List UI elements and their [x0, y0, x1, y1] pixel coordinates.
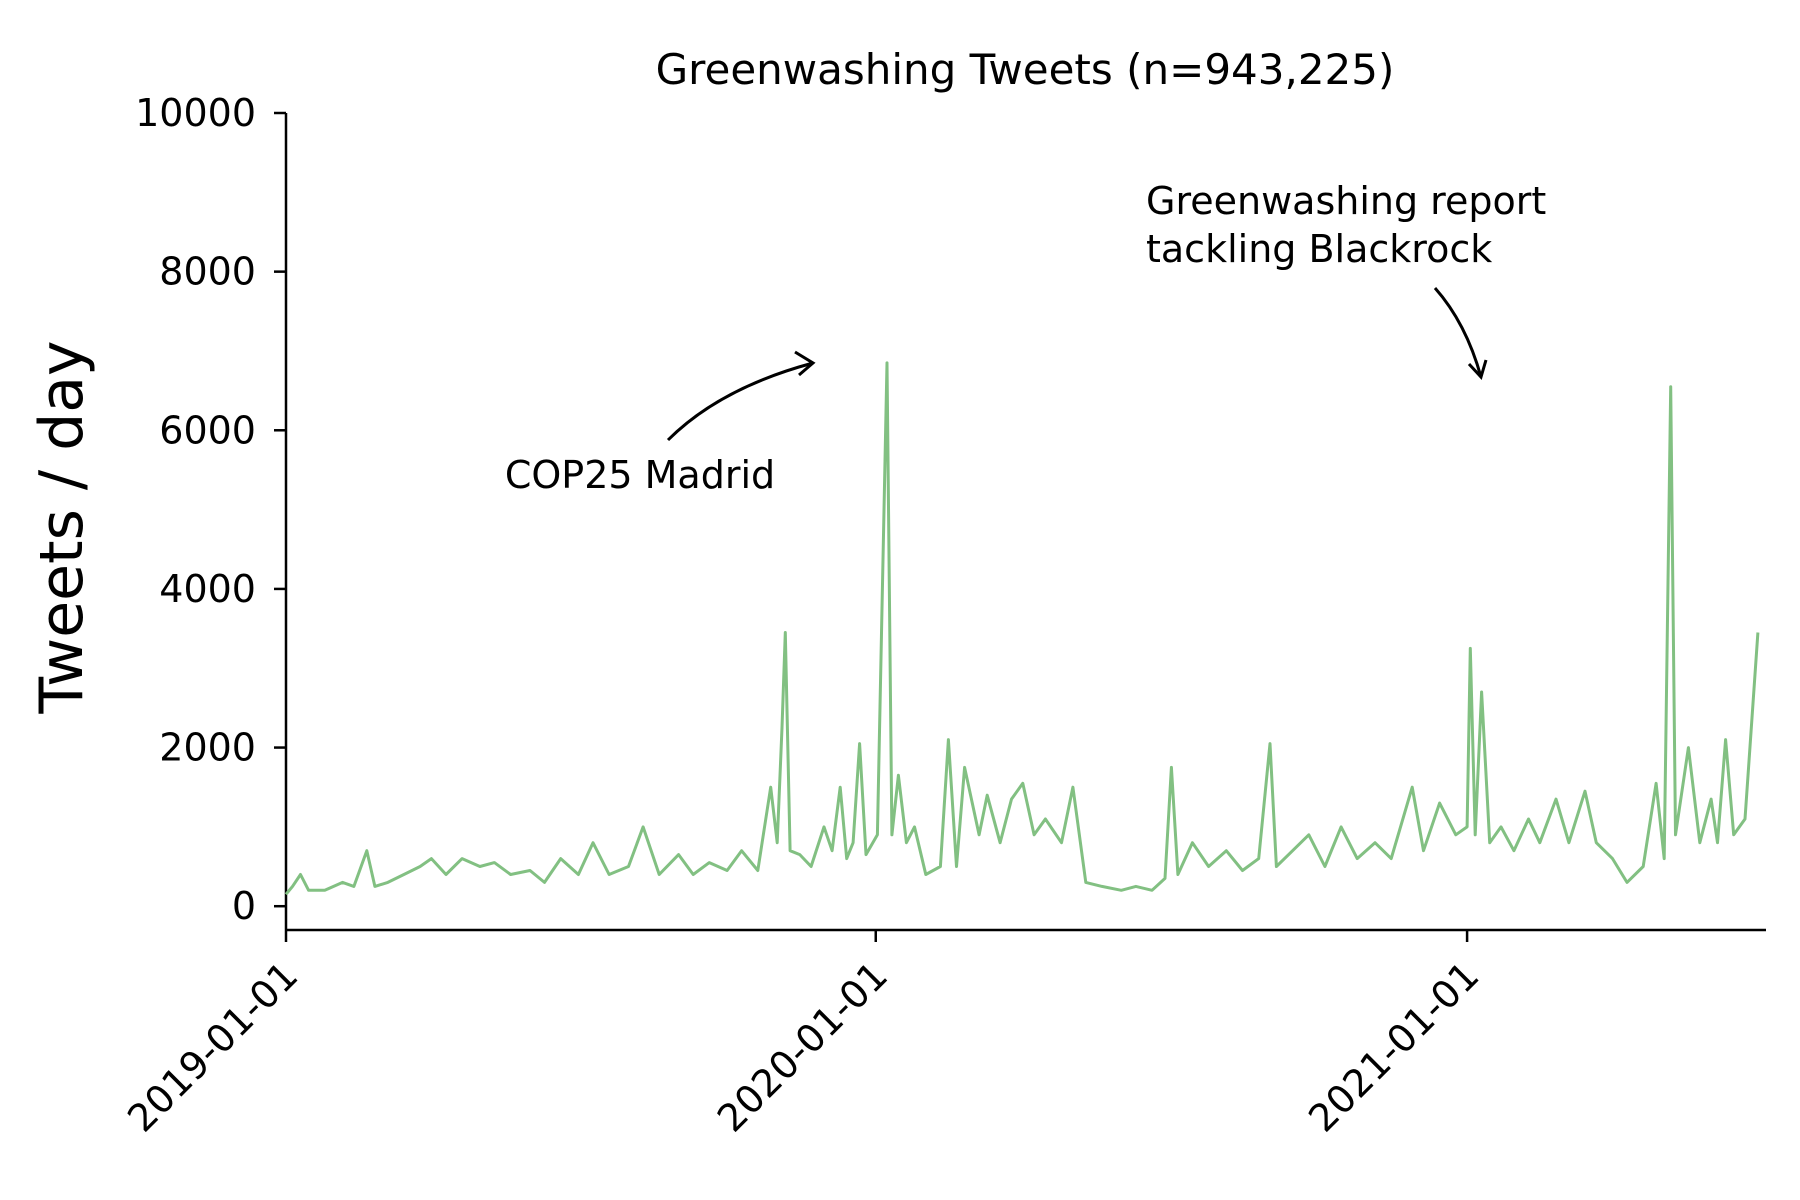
y-tick-label: 6000: [159, 408, 256, 452]
series-line-0: [284, 361, 1760, 896]
y-axis-label: Tweets / day: [27, 340, 97, 714]
y-tick-label: 10000: [135, 91, 256, 135]
y-tick-label: 4000: [159, 567, 256, 611]
annotations-layer: COP25 Madrid Greenwashing report tacklin…: [505, 179, 1546, 497]
annotation-blackrock-arrow: [1433, 287, 1483, 378]
x-tick-label: 2019-01-01: [119, 953, 306, 1140]
annotation-cop25-arrow: [666, 361, 814, 442]
y-axis: 0 2000 4000 6000 8000 10000: [135, 91, 288, 930]
x-tick-label: 2021-01-01: [1300, 953, 1487, 1140]
annotation-cop25-arrowhead: [794, 350, 816, 377]
annotation-cop25: COP25 Madrid: [505, 453, 775, 497]
annotation-blackrock-line-1: Greenwashing report: [1146, 179, 1546, 223]
x-tick-label: 2020-01-01: [709, 953, 896, 1140]
chart-title: Greenwashing Tweets (n=943,225): [656, 45, 1395, 94]
series-layer: [284, 361, 1760, 896]
y-tick-label: 2000: [159, 726, 256, 770]
y-tick-label: 8000: [159, 250, 256, 294]
x-axis: 2019-01-01 2020-01-01 2021-01-01: [119, 928, 1766, 1141]
annotation-blackrock-arrowhead: [1467, 359, 1488, 380]
annotation-blackrock-line-2: tackling Blackrock: [1146, 227, 1492, 271]
y-tick-label: 0: [232, 884, 256, 928]
